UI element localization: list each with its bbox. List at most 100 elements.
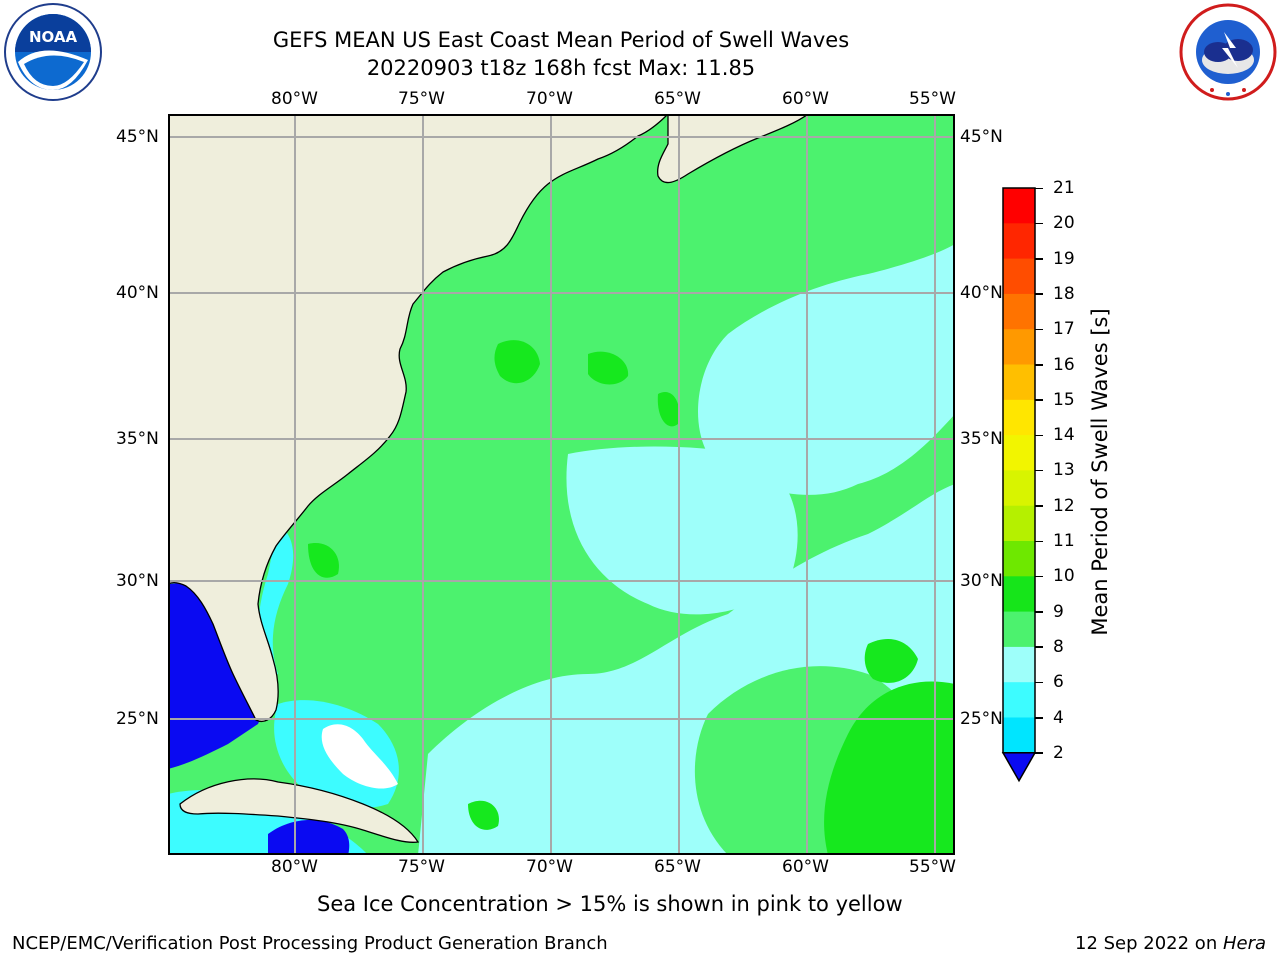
colorbar-tick-mark xyxy=(1035,575,1043,578)
colorbar-tick-mark xyxy=(1035,611,1043,613)
land-north-america xyxy=(168,114,669,723)
colorbar-tick-mark xyxy=(1035,187,1043,189)
colorbar-svg xyxy=(1001,187,1037,783)
lon-label-bottom-80w: 80°W xyxy=(271,857,318,877)
lat-label-right-40n: 40°N xyxy=(960,283,1003,303)
colorbar-tick-label: 6 xyxy=(1053,672,1064,693)
lat-label-right-25n: 25°N xyxy=(960,709,1003,729)
lat-label-left-35n: 35°N xyxy=(116,429,159,449)
lon-label-top-70w: 70°W xyxy=(526,89,573,109)
colorbar-tick-mark xyxy=(1035,293,1043,295)
noaa-logo: NOAA xyxy=(2,2,104,102)
footer-date-text: 12 Sep 2022 on xyxy=(1075,933,1223,954)
lat-label-left-40n: 40°N xyxy=(116,283,159,303)
swell-region-green-patch-5 xyxy=(468,800,499,830)
colorbar-tick-mark xyxy=(1035,399,1043,401)
land-cuba xyxy=(179,778,420,843)
colorbar-segment xyxy=(1003,329,1035,365)
colorbar-tick-mark xyxy=(1035,434,1043,437)
colorbar-tick-label: 9 xyxy=(1053,601,1064,622)
colorbar-segment xyxy=(1003,505,1035,542)
lon-label-bottom-70w: 70°W xyxy=(526,857,573,877)
swell-region-green-patch-3 xyxy=(657,392,680,427)
colorbar-tick-mark xyxy=(1035,646,1043,648)
colorbar-segment xyxy=(1003,611,1035,648)
colorbar-tick-label: 12 xyxy=(1053,495,1075,516)
swell-region-green-patch-2 xyxy=(588,351,629,385)
colorbar-tick-mark xyxy=(1035,364,1043,366)
swell-region-green-patch-1 xyxy=(494,340,540,384)
lat-label-right-45n: 45°N xyxy=(960,127,1003,147)
swell-region-green-southeast xyxy=(824,681,955,855)
colorbar-tick-mark xyxy=(1035,222,1043,225)
lon-label-top-55w: 55°W xyxy=(909,89,956,109)
colorbar-segment xyxy=(1003,576,1035,613)
lat-label-right-35n: 35°N xyxy=(960,429,1003,449)
colorbar-tick-label: 18 xyxy=(1053,283,1075,304)
colorbar-tick-label: 10 xyxy=(1053,566,1075,587)
colorbar-segment xyxy=(1003,646,1035,683)
colorbar-tick-mark xyxy=(1035,328,1043,331)
colorbar-tick-label: 19 xyxy=(1053,248,1075,269)
swell-region-light-cyan-east xyxy=(698,244,955,495)
noaa-logo-text: NOAA xyxy=(29,28,78,46)
colorbar-segment xyxy=(1003,188,1035,224)
footer-credit: NCEP/EMC/Verification Post Processing Pr… xyxy=(12,933,608,954)
colorbar-tick-label: 11 xyxy=(1053,531,1075,551)
colorbar-tick-mark xyxy=(1035,681,1043,684)
nws-logo xyxy=(1178,2,1278,102)
footer-date: 12 Sep 2022 on Hera xyxy=(1075,933,1266,955)
colorbar-tick-label: 16 xyxy=(1053,354,1075,375)
map-frame xyxy=(168,114,955,855)
colorbar xyxy=(1000,186,1040,786)
caribbean-deep-blue xyxy=(268,819,350,855)
colorbar-tick-label: 2 xyxy=(1053,742,1064,763)
land-nova-scotia xyxy=(657,114,810,184)
graticule xyxy=(168,114,955,855)
colorbar-tick-label: 17 xyxy=(1053,319,1075,340)
colorbar-tick-mark xyxy=(1035,717,1043,719)
map-panel xyxy=(168,114,955,855)
colorbar-segment xyxy=(1003,258,1035,295)
colorbar-tick-label: 4 xyxy=(1053,707,1064,728)
chart-title: GEFS MEAN US East Coast Mean Period of S… xyxy=(272,28,850,52)
colorbar-tick-mark xyxy=(1035,505,1043,507)
lon-label-top-80w: 80°W xyxy=(271,89,318,109)
colorbar-segment xyxy=(1003,717,1035,754)
sea-ice-caption: Sea Ice Concentration > 15% is shown in … xyxy=(317,892,903,916)
swell-region-green-patch-4 xyxy=(308,543,339,578)
gulf-deep-blue xyxy=(168,582,265,769)
colorbar-tick-mark xyxy=(1035,540,1043,542)
colorbar-tick-mark xyxy=(1035,469,1043,472)
lat-label-left-45n: 45°N xyxy=(116,127,159,147)
colorbar-tick-label: 20 xyxy=(1053,213,1075,234)
footer-machine: Hera xyxy=(1222,933,1266,954)
colorbar-tick-mark xyxy=(1035,258,1043,260)
swell-region-green-east xyxy=(864,639,918,683)
lon-label-bottom-55w: 55°W xyxy=(909,857,956,877)
lat-label-left-30n: 30°N xyxy=(116,571,159,591)
map-svg xyxy=(168,114,955,855)
colorbar-segment xyxy=(1003,682,1035,718)
lon-label-top-75w: 75°W xyxy=(398,89,445,109)
lat-label-right-30n: 30°N xyxy=(960,571,1003,591)
colorbar-segment xyxy=(1003,364,1035,401)
colorbar-tick-mark xyxy=(1035,752,1043,754)
lon-label-bottom-65w: 65°W xyxy=(654,857,701,877)
colorbar-segment xyxy=(1003,399,1035,436)
colorbar-segment xyxy=(1003,293,1035,330)
lon-label-bottom-60w: 60°W xyxy=(782,857,829,877)
lon-label-top-65w: 65°W xyxy=(654,89,701,109)
colorbar-extend-triangle xyxy=(1001,752,1037,783)
colorbar-tick-label: 15 xyxy=(1053,389,1075,410)
lon-label-top-60w: 60°W xyxy=(782,89,829,109)
colorbar-label: Mean Period of Swell Waves [s] xyxy=(1088,308,1112,636)
colorbar-tick-label: 8 xyxy=(1053,636,1064,657)
no-data-white-1 xyxy=(321,724,398,789)
lat-label-left-25n: 25°N xyxy=(116,709,159,729)
colorbar-segment xyxy=(1003,470,1035,507)
chart-subtitle: 20220903 t18z 168h fcst Max: 11.85 xyxy=(366,56,756,80)
lon-label-bottom-75w: 75°W xyxy=(398,857,445,877)
swell-region-light-cyan-center xyxy=(566,446,798,615)
colorbar-tick-label: 14 xyxy=(1053,425,1075,446)
